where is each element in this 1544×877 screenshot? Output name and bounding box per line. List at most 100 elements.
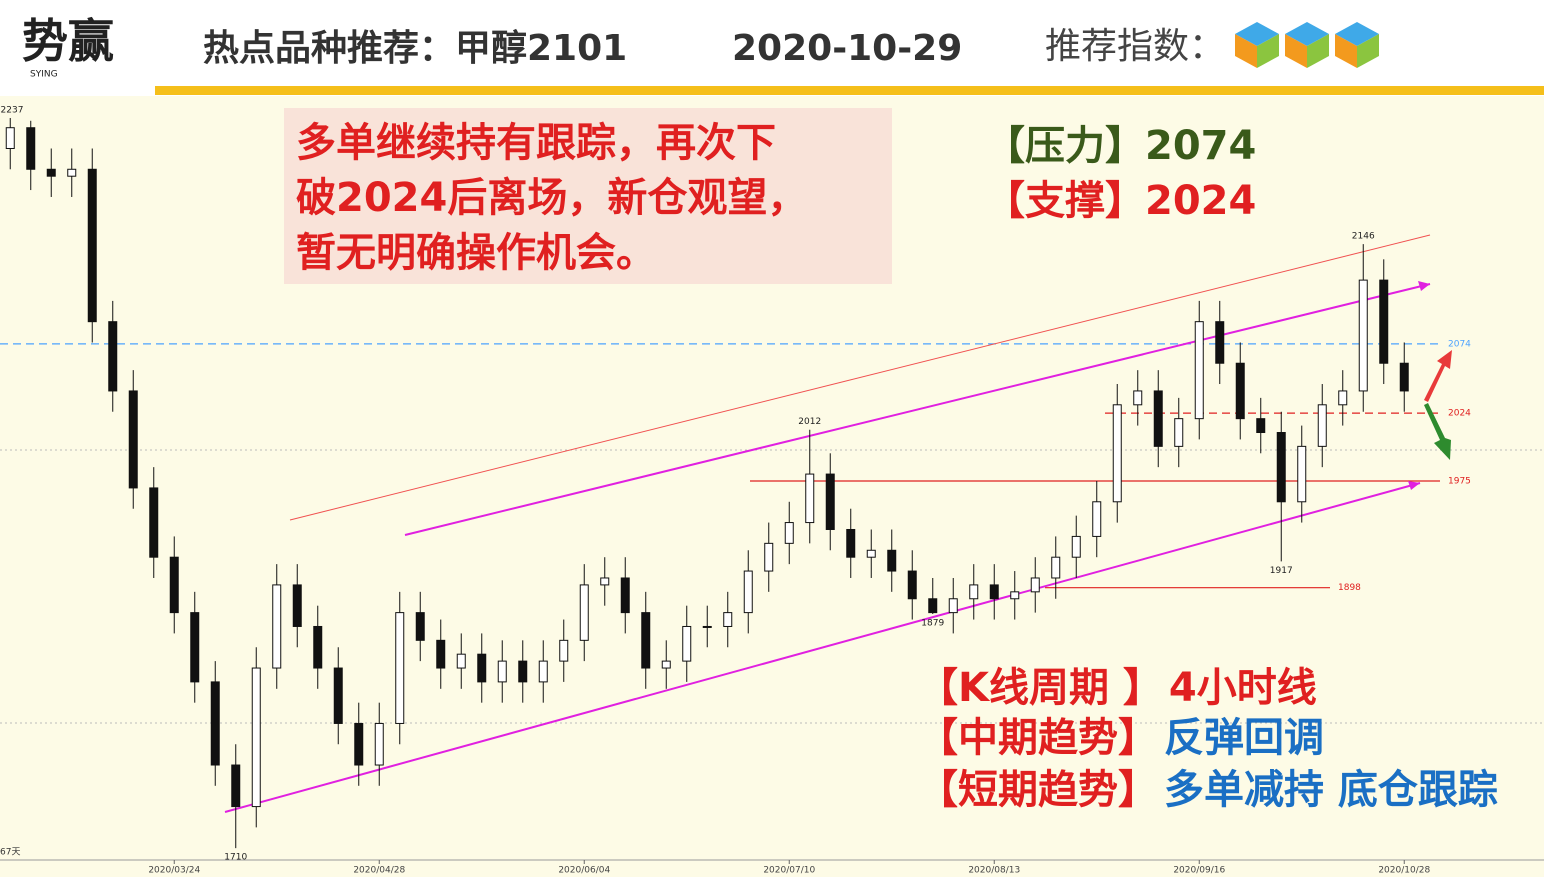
candle-body: [518, 660, 528, 683]
extreme-label: 2012: [798, 417, 821, 427]
candle-body: [1071, 535, 1081, 558]
summary-value: 反弹回调: [1164, 715, 1324, 761]
candle-body: [641, 612, 651, 669]
date: 2020-10-29: [732, 28, 962, 69]
summary-label: 【中期趋势】: [918, 715, 1158, 761]
candle-body: [272, 584, 282, 669]
candle-body: [928, 598, 938, 614]
candle-body: [1399, 362, 1409, 392]
candle-body: [1092, 501, 1102, 537]
candle-body: [374, 722, 384, 766]
arrow-head: [1408, 481, 1420, 490]
trend-line: [289, 234, 1431, 521]
candle-body: [538, 660, 548, 683]
candle-body: [948, 598, 958, 614]
x-tick-label: 2020/10/28: [1378, 866, 1430, 876]
extreme-label: 1710: [224, 853, 247, 863]
candle-body: [887, 549, 897, 572]
candle-body: [477, 653, 487, 683]
candle-body: [1338, 390, 1348, 406]
candle-body: [620, 577, 630, 614]
summary-label: 【K线周期 】: [918, 665, 1163, 711]
candle-body: [1256, 418, 1266, 434]
candle-body: [1133, 390, 1143, 406]
summary-value: 多单减持 底仓跟踪: [1164, 767, 1498, 813]
candle-body: [436, 639, 446, 669]
advice-line: 暂无明确操作机会。: [296, 230, 656, 276]
candle-body: [26, 127, 36, 170]
candle-body: [846, 528, 856, 558]
candle-body: [46, 168, 56, 177]
extreme-label: 1879: [921, 619, 944, 629]
candle-body: [1010, 591, 1020, 600]
x-tick-label: 2020/07/10: [763, 866, 815, 876]
candle-body: [1194, 321, 1204, 420]
candle-body: [1276, 432, 1286, 503]
summary-line: 【K线周期 】 4小时线: [918, 665, 1317, 711]
candle-body: [805, 473, 815, 524]
x-tick-label: 2020/03/24: [148, 866, 200, 876]
candle-body: [661, 660, 671, 669]
advice-line: 破2024后离场，新仓观望，: [296, 175, 807, 221]
candle-body: [354, 722, 364, 766]
candle-body: [743, 570, 753, 614]
candle-body: [969, 584, 979, 600]
candle-body: [989, 584, 999, 600]
candle-body: [1215, 321, 1225, 364]
candle-body: [497, 660, 507, 683]
x-tick-label: 2020/04/28: [353, 866, 405, 876]
candle-body: [579, 584, 589, 641]
candle-body: [87, 168, 97, 323]
summary-line: 【中期趋势】 反弹回调: [918, 715, 1324, 761]
candle-body: [1235, 362, 1245, 420]
candle-body: [313, 625, 323, 669]
candle-body: [395, 612, 405, 724]
support: 【支撑】2024: [985, 178, 1256, 224]
resistance: 【压力】2074: [985, 123, 1256, 169]
candle-body: [559, 639, 569, 662]
x-tick-label: 2020/08/13: [968, 866, 1020, 876]
candle-body: [764, 542, 774, 572]
candle-body: [1358, 279, 1368, 392]
candle-body: [1317, 404, 1327, 447]
extreme-label: 2146: [1352, 232, 1375, 242]
candle-body: [231, 764, 241, 808]
summary-label: 【短期趋势】: [918, 767, 1158, 813]
candle-body: [907, 570, 917, 600]
candle-body: [1379, 279, 1389, 364]
down-arrow: [1424, 403, 1451, 460]
advice-box: [284, 108, 892, 284]
candle-body: [1153, 390, 1163, 447]
level-label: 1975: [1448, 477, 1471, 487]
candle-body: [600, 577, 610, 586]
level-label: 2074: [1448, 339, 1471, 349]
extreme-label: 1917: [1270, 566, 1293, 576]
candle-body: [1297, 445, 1307, 503]
candle-body: [723, 612, 733, 627]
footnote: 67天: [0, 848, 20, 858]
candle-body: [190, 612, 200, 683]
candle-body: [1112, 404, 1122, 503]
candle-body: [456, 653, 466, 669]
extreme-label: 2237: [1, 106, 24, 116]
header-rule: [155, 86, 1544, 95]
trend-line: [224, 482, 1421, 813]
candle-body: [128, 390, 138, 489]
candle-body: [251, 667, 261, 808]
candle-body: [1174, 418, 1184, 447]
x-tick-label: 2020/06/04: [558, 866, 610, 876]
candle-body: [333, 667, 343, 724]
logo: 势赢: [22, 14, 114, 68]
candle-body: [292, 584, 302, 627]
arrow-head: [1418, 281, 1430, 291]
candle-body: [169, 556, 179, 614]
candle-body: [866, 549, 876, 558]
candle-body: [5, 127, 15, 149]
trend-line: [404, 283, 1431, 536]
advice-line: 多单继续持有跟踪，再次下: [296, 120, 776, 166]
candle-body: [1051, 556, 1061, 579]
candle-body: [149, 487, 159, 558]
summary-line: 【短期趋势】 多单减持 底仓跟踪: [918, 767, 1498, 813]
